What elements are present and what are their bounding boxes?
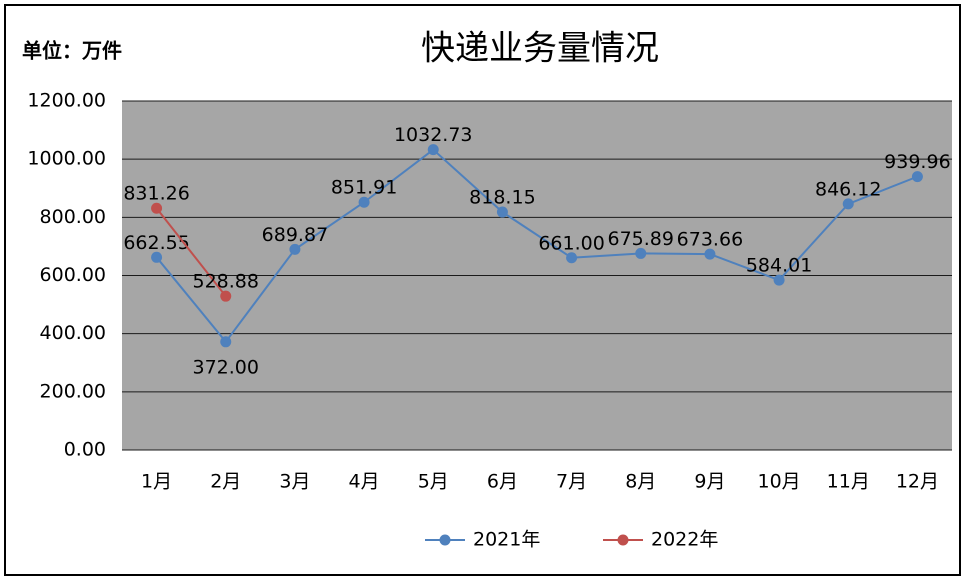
legend-label: 2022年 xyxy=(651,529,718,551)
x-tick-label: 5月 xyxy=(418,471,449,493)
point xyxy=(911,171,923,183)
point xyxy=(842,198,854,210)
x-tick-label: 10月 xyxy=(757,471,800,493)
point xyxy=(496,206,508,218)
data-label: 662.55 xyxy=(123,232,189,254)
y-tick-label: 1200.00 xyxy=(27,90,106,112)
data-label: 584.01 xyxy=(746,255,812,277)
data-label: 846.12 xyxy=(815,178,881,200)
data-label: 372.00 xyxy=(193,356,259,378)
y-tick-label: 200.00 xyxy=(40,380,106,402)
x-tick-label: 3月 xyxy=(279,471,310,493)
data-label: 851.91 xyxy=(331,177,397,199)
y-tick-label: 600.00 xyxy=(40,264,106,286)
data-label: 528.88 xyxy=(193,271,259,293)
x-tick-label: 6月 xyxy=(487,471,518,493)
legend-marker xyxy=(617,534,629,546)
data-label: 818.15 xyxy=(469,187,535,209)
data-label: 939.96 xyxy=(884,151,950,173)
y-tick-label: 400.00 xyxy=(40,322,106,344)
x-tick-label: 11月 xyxy=(827,471,870,493)
data-label: 673.66 xyxy=(677,229,743,251)
point xyxy=(220,290,232,302)
series-line xyxy=(155,207,227,297)
legend-marker xyxy=(439,534,451,546)
data-label: 1032.73 xyxy=(394,124,473,146)
y-tick-label: 0.00 xyxy=(64,439,106,461)
point xyxy=(635,247,647,259)
x-tick-label: 2月 xyxy=(210,471,241,493)
chart-title: 快递业务量情况 xyxy=(421,29,659,69)
point xyxy=(151,251,163,263)
unit-label: 单位：万件 xyxy=(22,39,122,63)
x-tick-label: 7月 xyxy=(556,471,587,493)
series-line xyxy=(155,148,918,344)
y-tick-label: 800.00 xyxy=(40,206,106,228)
data-label: 661.00 xyxy=(538,232,604,254)
point xyxy=(773,274,785,286)
data-label: 831.26 xyxy=(123,183,189,205)
point xyxy=(151,202,163,214)
point xyxy=(220,336,232,348)
x-tick-label: 4月 xyxy=(349,471,380,493)
point xyxy=(704,248,716,260)
y-tick-label: 1000.00 xyxy=(27,148,106,170)
data-label: 675.89 xyxy=(608,228,674,250)
data-label: 689.87 xyxy=(262,224,328,246)
x-tick-label: 1月 xyxy=(141,471,172,493)
point xyxy=(358,196,370,208)
x-tick-label: 12月 xyxy=(896,471,939,493)
x-tick-label: 8月 xyxy=(625,471,656,493)
point xyxy=(566,252,578,264)
legend-label: 2021年 xyxy=(473,529,540,551)
point xyxy=(427,144,439,156)
point xyxy=(289,243,301,255)
x-tick-label: 9月 xyxy=(694,471,725,493)
